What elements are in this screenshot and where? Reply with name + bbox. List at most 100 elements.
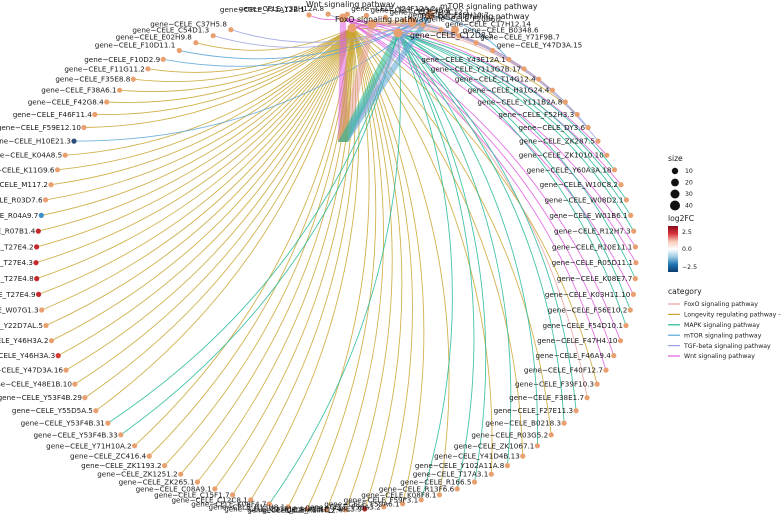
gene-node-gene-cele-y22d7al-5 (43, 322, 49, 329)
gene-label-gene-cele-zk1067-1: gene−CELE_ZK1067.1 (454, 441, 534, 450)
gene-node-gene-cele-y55d5a-5 (93, 408, 99, 414)
gene-label-gene-cele-y46h3a-3: gene−CELE_Y46H3A.3 (0, 351, 55, 360)
gene-node-gene-cele-f46f11-4 (92, 111, 98, 118)
gene-label-gene-cele-f46f11-4: gene−CELE_F46F11.4 (13, 110, 93, 119)
gene-label-gene-cele-b0348-6: gene−CELE_B0348.6 (463, 26, 539, 35)
gene-node-gene-cele-zk1251-2 (178, 471, 184, 477)
edge-gene-cele-y46h3a-2 (51, 27, 353, 342)
gene-label-gene-cele-e02h9-8: gene−CELE_E02H9.8 (116, 33, 193, 42)
gene-node-gene-cele-f54d10-1 (623, 322, 629, 329)
gene-label-gene-cele-y41d4b-13: gene−CELE_Y41D4B.13 (434, 452, 520, 461)
edge-gene-cele-r12h7-3 (397, 32, 635, 232)
gene-node-gene-cele-f38a6-1 (117, 87, 123, 93)
edge-gene-cele-h10e21-3 (73, 14, 431, 142)
edge-gene-cele-w01b6-1 (397, 32, 632, 216)
gene-label-gene-cele-h31g24-4: gene−CELE_H31G24.4 (468, 86, 550, 95)
gene-node-gene-cele-k11g9-6 (54, 167, 61, 173)
gene-node-gene-cele-y111b2a-8 (562, 99, 568, 105)
gene-label-gene-cele-f54d10-1: gene−CELE_F54D10.1 (542, 321, 623, 330)
gene-label-gene-cele-r13f6-6: gene−CELE_R13F6.6 (379, 484, 455, 493)
legend-size-label-20: 20 (685, 180, 693, 187)
gene-label-gene-cele-f35e8-8: gene−CELE_F35E8.8 (55, 75, 130, 84)
gene-label-gene-cele-y71h10a-2: gene−CELE_Y71H10A.2 (46, 441, 131, 450)
legend-size-label-40: 40 (685, 203, 693, 210)
edge-gene-cele-y46h3a-3 (57, 27, 353, 356)
gene-label-gene-cele-c08a9-1: gene−CELE_C08A9.1 (136, 484, 212, 493)
edge-gene-cele-w10c8-2 (342, 17, 622, 185)
gene-label-gene-cele-zk1251-2: gene−CELE_ZK1251.2 (97, 470, 177, 479)
category-label-wnt-signaling-pathway: Wnt signaling pathway (306, 0, 396, 9)
gene-label-gene-cele-y71f9b-7: gene−CELE_Y71F9B.7 (480, 33, 560, 42)
gene-label-gene-cele-y53f4b-29: gene−CELE_Y53F4B.29 (0, 393, 82, 402)
edge-gene-cele-f56e10-2 (397, 32, 631, 311)
gene-node-gene-cele-k08f4-7 (266, 501, 272, 507)
gene-label-gene-cele-k11g9-6: gene−CELE_K11G9.6 (0, 165, 55, 174)
gene-label-gene-cele-k04a8-5: gene−CELE_K04A8.5 (0, 151, 62, 160)
edge-gene-cele-w07g1-3 (41, 27, 353, 311)
gene-label-gene-cele-f27e11-3: gene−CELE_F27E11.3 (494, 406, 574, 415)
gene-label-gene-cele-f38e1-7: gene−CELE_F38E1.7 (509, 393, 584, 402)
gene-node-gene-cele-f27e11-3 (573, 408, 579, 414)
edge-gene-cele-k11g9-6 (57, 27, 353, 171)
edge-gene-cele-y41d4b-13 (351, 27, 524, 457)
edge-gene-cele-zk1067-1 (397, 32, 538, 446)
gene-label-gene-cele-y47d3a-15: gene−CELE_Y47D3A.15 (497, 41, 583, 50)
edge-gene-cele-t27e4-8 (36, 27, 353, 280)
gene-node-gene-cele-c15f1-7 (230, 492, 236, 498)
gene-node-gene-cele-y46h3a-3 (55, 353, 61, 359)
gene-label-gene-cele-w08d2-1: gene−CELE_W08D2.1 (544, 195, 623, 204)
gene-node-gene-cele-r10e11-1 (632, 244, 639, 250)
gene-label-gene-cele-y43e12a-1: gene−CELE_Y43E12A.1 (421, 55, 506, 64)
gene-label-gene-cele-t27e4-9: gene−CELE_T27E4.9 (0, 290, 36, 299)
gene-label-gene-cele-f10d2-9: gene−CELE_F10D2.9 (84, 55, 160, 64)
edge-gene-cele-f46f11-4 (94, 27, 353, 115)
gene-label-gene-cele-c24a8-4: gene−CELE_C24A8.4 (247, 505, 324, 514)
gene-label-gene-cele-dy3-6: gene−CELE_DY3.6 (518, 123, 585, 132)
legend-color-tick-2: −2.5 (682, 264, 697, 271)
gene-node-gene-cele-f52h3-3 (574, 111, 580, 118)
gene-label-gene-cele-y43f4b-4: gene−CELE_Y43F4B.4 (371, 5, 451, 14)
legend-size-dot-30 (670, 189, 680, 199)
gene-node-gene-cele-c54d1-3 (210, 33, 216, 39)
gene-node-gene-cele-y41d4b-13 (520, 453, 526, 459)
legend-size-dot-10 (671, 167, 679, 175)
gene-node-gene-cele-y47d3a-15 (490, 47, 496, 54)
edge-gene-cele-r03d7-6 (45, 27, 353, 201)
gene-node-gene-cele-w01b6-1 (628, 212, 634, 218)
edge-gene-cele-f42g8-4 (106, 27, 353, 103)
hub-label-gene-cele-c12d8-5: gene−CELE_C12D8.5 (410, 31, 493, 40)
gene-node-gene-cele-y53f4b-33 (118, 432, 124, 438)
label-layer: Wnt signaling pathway mTOR signaling path… (0, 0, 633, 514)
gene-node-gene-cele-f10d2-9 (160, 56, 166, 62)
gene-node-gene-cele-f59e12-10 (81, 124, 87, 131)
gene-node-gene-cele-f40f12-7 (603, 367, 609, 373)
gene-node-gene-cele-f59f3-1 (418, 497, 424, 503)
gene-label-gene-cele-zk265-1: gene−CELE_ZK265.1 (119, 478, 195, 487)
gene-label-gene-cele-f39f10-3: gene−CELE_F39F10.3 (515, 380, 594, 389)
gene-node-gene-cele-f47h4-10 (617, 338, 624, 344)
category-node-mtor-signaling-pathway (425, 10, 435, 20)
gene-label-gene-cele-y111b2a-8: gene−CELE_Y111B2A.8 (477, 98, 562, 107)
legend-category-label-foxo-signaling-pathway: FoxO signaling pathway (684, 301, 758, 308)
gene-node-gene-cele-zk1193-2 (162, 463, 168, 469)
edge-gene-cele-k08f4-7 (269, 32, 401, 505)
gene-node-gene-cele-c24a8-4 (323, 507, 329, 513)
edge-gene-cele-y53f4b-33 (120, 32, 399, 436)
category-node-foxo-signaling-pathway (367, 19, 377, 29)
edge-gene-cele-f52h3-3 (351, 27, 578, 115)
gene-node-gene-cele-w07g1-3 (39, 307, 45, 313)
edge-gene-cele-t27e4-9 (38, 27, 353, 295)
legend-size-label-10: 10 (685, 168, 693, 175)
edge-gene-cele-r13f6-6 (397, 32, 475, 489)
gene-node-gene-cele-f10d11-1 (176, 47, 182, 54)
edge-gene-cele-k08f8-1 (351, 27, 450, 495)
hub-node-gene-cele-c12d8-5 (451, 26, 459, 34)
gene-label-gene-cele-h10e21-3: gene−CELE_H10E21.3 (0, 137, 71, 146)
gene-node-gene-cele-y24f12a-2 (344, 11, 350, 17)
gene-label-gene-cele-zk287-5: gene−CELE_ZK287.5 (519, 137, 595, 146)
gene-label-gene-cele-f47h4-10: gene−CELE_F47H4.10 (537, 336, 618, 345)
category-node-longevity-regulating-pathway-worm (347, 23, 357, 33)
edge-gene-cele-y47d3a-16 (65, 27, 353, 371)
gene-label-gene-cele-r166-5: gene−CELE_R166.5 (400, 478, 471, 487)
legend-size-dot-40 (670, 200, 680, 211)
